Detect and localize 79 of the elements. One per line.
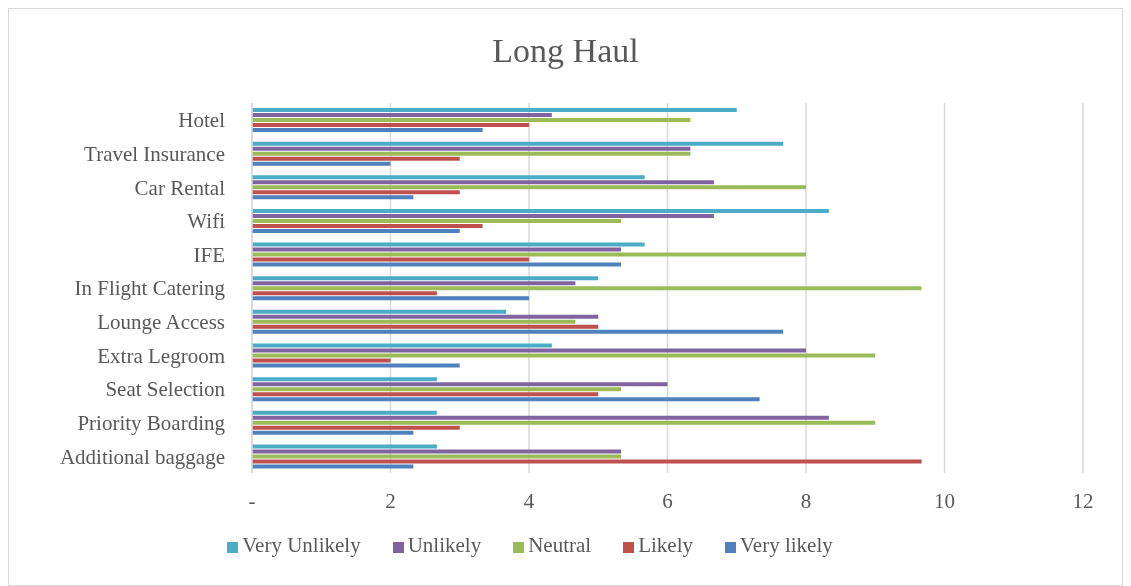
y-tick-label: In Flight Catering (74, 276, 226, 301)
bar (252, 324, 599, 329)
y-tick-label: Additional baggage (59, 444, 225, 469)
bar (252, 291, 437, 296)
bar (252, 252, 806, 257)
chart-title: Long Haul (492, 32, 639, 70)
bar (252, 314, 599, 319)
bar (252, 348, 806, 353)
bar (252, 397, 760, 402)
bar (252, 156, 460, 161)
legend-label: Likely (638, 533, 693, 557)
y-tick-label: Wifi (187, 209, 226, 234)
y-tick-label: Hotel (178, 108, 226, 133)
x-tick-label: 12 (1072, 488, 1094, 513)
bar (252, 185, 806, 190)
legend-label: Very likely (739, 533, 833, 557)
bar (252, 358, 391, 363)
bar (252, 223, 483, 228)
bar (252, 161, 391, 166)
bar (252, 444, 437, 449)
bar (252, 343, 552, 348)
bar (252, 281, 576, 286)
bar (252, 353, 876, 358)
bar (252, 454, 622, 459)
bar (252, 113, 552, 118)
bar (252, 464, 414, 469)
y-tick-label: IFE (193, 242, 225, 267)
bar (252, 151, 691, 156)
bar (252, 387, 622, 392)
bar (252, 247, 622, 252)
bar (252, 420, 876, 425)
legend-label: Neutral (528, 533, 592, 557)
bar (252, 175, 645, 180)
x-tick-label: 4 (523, 488, 535, 513)
bar (252, 242, 645, 247)
bar (252, 276, 599, 281)
bar (252, 363, 460, 368)
x-tick-label: 8 (800, 488, 812, 513)
x-tick-label: 2 (385, 488, 396, 513)
bar (252, 180, 714, 185)
bar (252, 190, 460, 195)
bar (252, 257, 529, 262)
bar (252, 449, 622, 454)
x-tick-label: 6 (662, 488, 673, 513)
bar (252, 459, 922, 464)
bar (252, 329, 784, 334)
bar (252, 377, 437, 382)
bar (252, 309, 507, 314)
x-tick-label: 10 (934, 488, 955, 513)
y-tick-label: Lounge Access (97, 310, 225, 335)
bar (252, 410, 437, 415)
bar (252, 262, 622, 267)
bar (252, 425, 460, 430)
bar (252, 108, 737, 113)
bar (252, 319, 576, 324)
bar (252, 296, 529, 301)
bar (252, 195, 414, 200)
bar (252, 430, 414, 435)
y-tick-label: Seat Selection (105, 377, 226, 402)
bar (252, 218, 622, 223)
bar (252, 392, 599, 397)
bar (252, 123, 529, 128)
bar (252, 141, 784, 146)
x-tick-label: - (248, 488, 256, 513)
y-tick-label: Car Rental (134, 175, 226, 200)
bar (252, 208, 829, 213)
bar (252, 286, 922, 291)
y-tick-label: Travel Insurance (84, 141, 225, 166)
y-tick-label: Extra Legroom (97, 343, 225, 368)
legend-label: Unlikely (407, 533, 482, 557)
bar (252, 146, 691, 151)
legend-label: Very Unlikely (242, 533, 361, 557)
bar (252, 415, 829, 420)
bar (252, 213, 714, 218)
bar (252, 118, 691, 123)
bar (252, 128, 483, 133)
bar (252, 382, 668, 387)
y-tick-label: Priority Boarding (77, 411, 226, 435)
bar (252, 228, 460, 233)
